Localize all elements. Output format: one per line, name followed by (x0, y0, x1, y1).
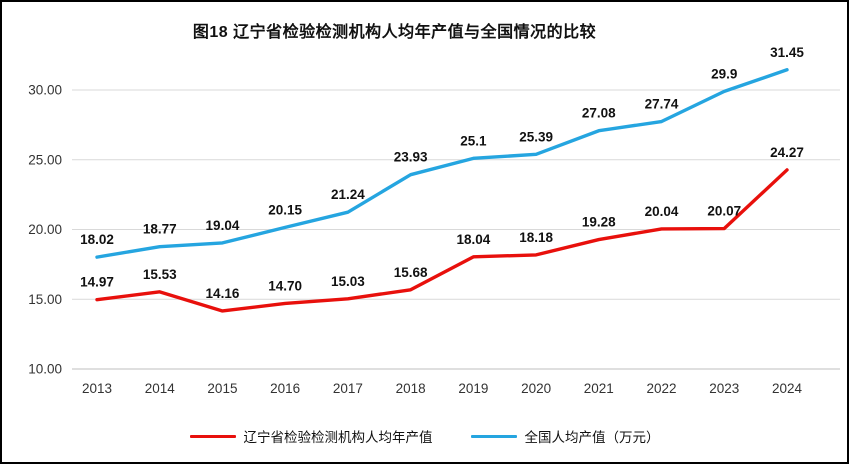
x-axis-tick-label: 2015 (207, 381, 237, 396)
x-axis-tick-label: 2023 (709, 381, 739, 396)
data-label: 19.28 (582, 215, 616, 230)
data-label: 14.16 (206, 286, 240, 301)
series-line-0 (95, 168, 789, 313)
data-label: 23.93 (394, 150, 428, 165)
data-label: 20.04 (645, 204, 679, 219)
legend-item-national: 全国人均产值（万元） (470, 426, 660, 446)
data-label: 18.77 (143, 222, 177, 237)
data-label: 29.9 (711, 66, 737, 81)
legend-item-liaoning: 辽宁省检验检测机构人均年产值 (189, 426, 433, 446)
data-label: 15.03 (331, 274, 365, 289)
chart-legend: 辽宁省检验检测机构人均年产值 全国人均产值（万元） (2, 426, 847, 446)
legend-label-national: 全国人均产值（万元） (524, 430, 660, 445)
x-axis-tick-label: 2024 (772, 381, 803, 396)
y-axis-tick-label: 25.00 (28, 152, 62, 167)
data-label: 18.04 (456, 232, 490, 247)
x-axis-tick-label: 2017 (333, 381, 363, 396)
y-axis-tick-label: 10.00 (28, 362, 62, 377)
chart-title: 图18 辽宁省检验检测机构人均年产值与全国情况的比较 (192, 24, 597, 41)
data-label: 18.18 (519, 230, 553, 245)
x-axis-tick-label: 2016 (270, 381, 300, 396)
series-line-1 (95, 68, 789, 259)
data-label: 27.08 (582, 106, 616, 121)
y-axis-tick-label: 30.00 (28, 83, 62, 98)
data-label: 21.24 (331, 187, 365, 202)
y-axis-tick-label: 20.00 (28, 222, 62, 237)
data-label: 24.27 (770, 145, 804, 160)
legend-label-liaoning: 辽宁省检验检测机构人均年产值 (243, 430, 433, 445)
x-axis-tick-label: 2022 (647, 381, 677, 396)
x-axis-tick-label: 2019 (458, 381, 488, 396)
data-label: 20.15 (268, 202, 302, 217)
data-label: 15.68 (394, 265, 428, 280)
data-label: 14.70 (268, 278, 302, 293)
data-label: 19.04 (206, 218, 240, 233)
legend-line-swatch-blue (470, 434, 517, 438)
data-label: 31.45 (770, 45, 804, 60)
x-axis-tick-label: 2013 (82, 381, 112, 396)
data-label: 15.53 (143, 267, 177, 282)
data-label: 18.02 (80, 232, 114, 247)
data-label: 25.1 (460, 133, 487, 148)
data-label: 25.39 (519, 129, 553, 144)
x-axis-tick-label: 2018 (396, 381, 426, 396)
x-axis-tick-label: 2021 (584, 381, 614, 396)
x-axis-tick-label: 2020 (521, 381, 551, 396)
data-label: 20.07 (707, 204, 741, 219)
y-axis-tick-label: 15.00 (28, 292, 62, 307)
x-axis-tick-label: 2014 (145, 381, 176, 396)
legend-line-swatch-red (189, 434, 236, 438)
data-label: 27.74 (645, 97, 679, 112)
data-label: 14.97 (80, 275, 114, 290)
